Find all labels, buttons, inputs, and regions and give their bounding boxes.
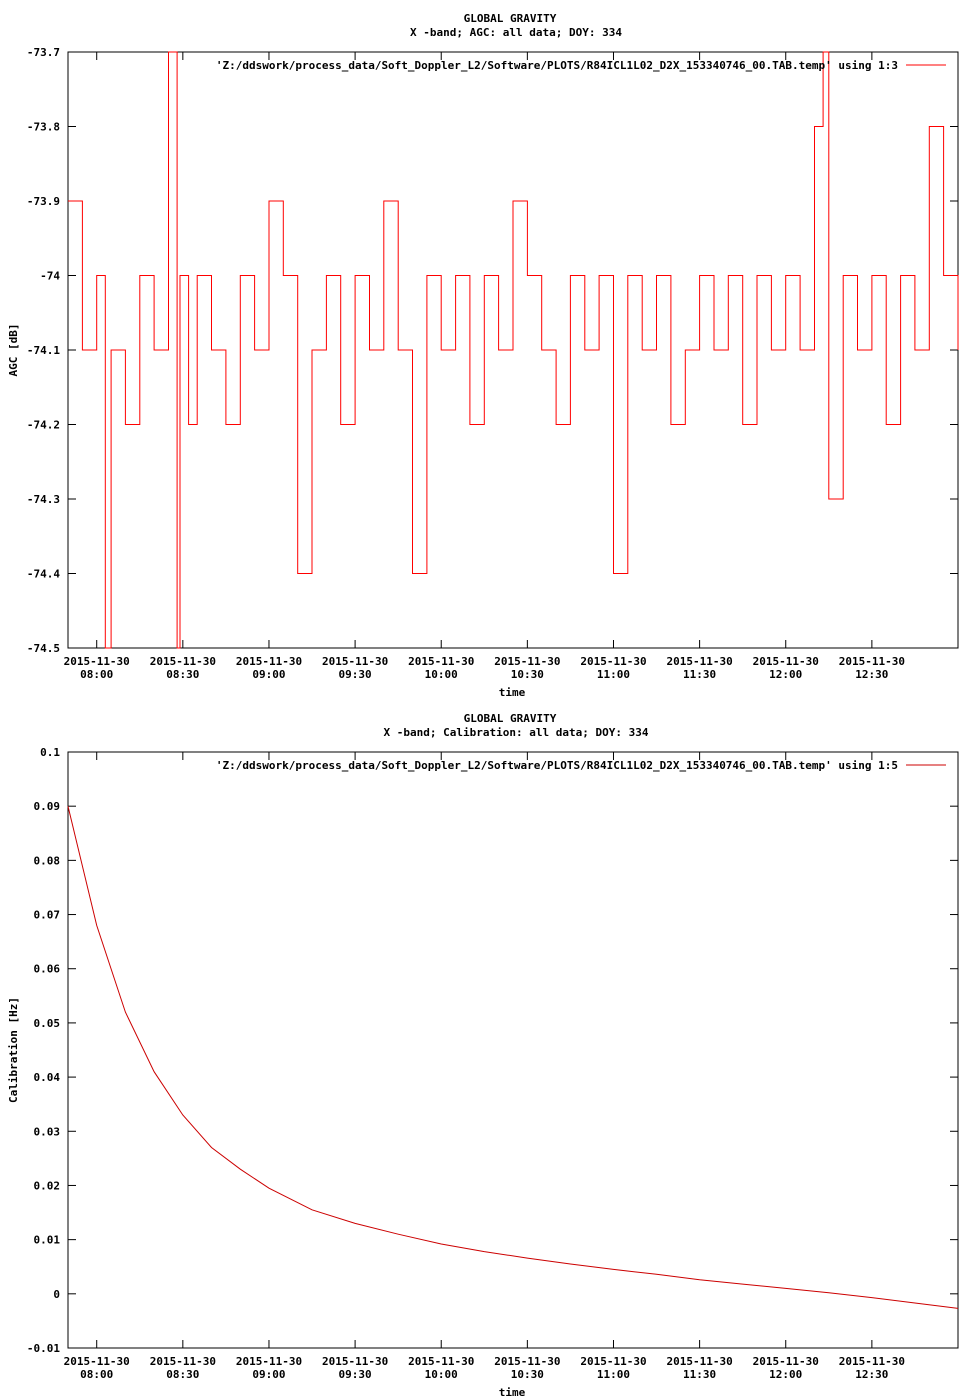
x-tick-label-time: 10:30	[511, 668, 544, 681]
x-axis-label: time	[499, 686, 526, 699]
y-tick-label: -74	[40, 270, 60, 283]
legend-label: 'Z:/ddswork/process_data/Soft_Doppler_L2…	[216, 59, 898, 72]
x-tick-label-date: 2015-11-30	[322, 1355, 388, 1368]
x-tick-label-time: 08:30	[166, 668, 199, 681]
x-tick-label-time: 09:00	[252, 1368, 285, 1381]
y-tick-label: -73.8	[27, 121, 60, 134]
x-tick-label-time: 12:30	[855, 1368, 888, 1381]
x-tick-label-date: 2015-11-30	[753, 1355, 819, 1368]
x-tick-label-time: 12:00	[769, 1368, 802, 1381]
y-tick-label: 0	[53, 1288, 60, 1301]
y-tick-label: 0.01	[34, 1234, 61, 1247]
x-tick-label-time: 08:00	[80, 668, 113, 681]
agc-chart: GLOBAL GRAVITY X -band; AGC: all data; D…	[7, 12, 959, 699]
y-axis: 0.1 0.09 0.08 0.07 0.06 0.05 0.04 0.03 0.02 0.01 0…	[27, 746, 958, 1355]
y-axis-label: Calibration [Hz]	[7, 997, 20, 1103]
x-tick-label-date: 2015-11-30	[494, 655, 560, 668]
x-tick-label-time: 10:30	[511, 1368, 544, 1381]
x-tick-label-date: 2015-11-30	[150, 1355, 216, 1368]
y-tick-label: -74.5	[27, 642, 60, 655]
x-tick-label-date: 2015-11-30	[753, 655, 819, 668]
x-tick-label-time: 09:30	[339, 1368, 372, 1381]
y-tick-label: 0.05	[34, 1017, 61, 1030]
x-tick-label-date: 2015-11-30	[580, 1355, 646, 1368]
y-tick-label: 0.09	[34, 800, 61, 813]
x-tick-label-time: 11:00	[597, 668, 630, 681]
x-axis: 2015-11-3008:002015-11-3008:302015-11-30…	[64, 52, 905, 681]
y-tick-label: 0.04	[34, 1071, 61, 1084]
x-tick-label-date: 2015-11-30	[64, 655, 130, 668]
x-tick-label-date: 2015-11-30	[322, 655, 388, 668]
x-tick-label-date: 2015-11-30	[494, 1355, 560, 1368]
x-tick-label-date: 2015-11-30	[408, 1355, 474, 1368]
y-tick-label: 0.08	[34, 854, 61, 867]
y-tick-label: -74.1	[27, 344, 60, 357]
y-tick-label: -73.9	[27, 195, 60, 208]
y-tick-label: 0.02	[34, 1179, 61, 1192]
x-tick-label-date: 2015-11-30	[839, 1355, 905, 1368]
y-tick-label: -74.4	[27, 568, 60, 581]
x-tick-label-time: 09:30	[339, 668, 372, 681]
series-line	[68, 51, 959, 649]
x-tick-label-date: 2015-11-30	[580, 655, 646, 668]
y-tick-label: -74.2	[27, 419, 60, 432]
x-tick-label-date: 2015-11-30	[666, 1355, 732, 1368]
chart-subtitle: X -band; Calibration: all data; DOY: 334	[384, 726, 649, 739]
chart-title: GLOBAL GRAVITY	[464, 712, 557, 725]
x-tick-label-time: 09:00	[252, 668, 285, 681]
series-layer	[67, 806, 959, 1309]
x-tick-label-time: 11:00	[597, 1368, 630, 1381]
y-tick-label: 0.07	[34, 909, 61, 922]
plot-frame	[67, 751, 959, 1349]
x-axis-label: time	[499, 1386, 526, 1399]
x-tick-label-date: 2015-11-30	[150, 655, 216, 668]
x-tick-label-date: 2015-11-30	[408, 655, 474, 668]
x-tick-label-time: 11:30	[683, 1368, 716, 1381]
y-tick-label: -73.7	[27, 46, 60, 59]
x-tick-label-time: 10:00	[425, 668, 458, 681]
y-tick-label: 0.1	[40, 746, 60, 759]
series-layer	[68, 51, 959, 649]
x-tick-label-date: 2015-11-30	[236, 1355, 302, 1368]
y-tick-label: 0.03	[34, 1125, 61, 1138]
calibration-chart: GLOBAL GRAVITY X -band; Calibration: all…	[7, 712, 959, 1399]
x-tick-label-time: 11:30	[683, 668, 716, 681]
y-axis: -73.7 -73.8 -73.9 -74 -74.1 -74.2 -74.3 -74.4 -7…	[27, 46, 958, 655]
y-axis-label: AGC [dB]	[7, 324, 20, 377]
y-tick-label: 0.06	[34, 963, 61, 976]
legend-label: 'Z:/ddswork/process_data/Soft_Doppler_L2…	[216, 759, 898, 772]
series-line	[67, 806, 959, 1309]
x-tick-label-time: 08:00	[80, 1368, 113, 1381]
x-tick-label-date: 2015-11-30	[236, 655, 302, 668]
x-tick-label-time: 10:00	[425, 1368, 458, 1381]
chart-title: GLOBAL GRAVITY	[464, 12, 557, 25]
x-tick-label-time: 12:00	[769, 668, 802, 681]
x-tick-label-date: 2015-11-30	[666, 655, 732, 668]
y-tick-label: -0.01	[27, 1342, 60, 1355]
chart-subtitle: X -band; AGC: all data; DOY: 334	[410, 26, 622, 39]
x-tick-label-date: 2015-11-30	[64, 1355, 130, 1368]
x-tick-label-time: 08:30	[166, 1368, 199, 1381]
x-tick-label-date: 2015-11-30	[839, 655, 905, 668]
x-tick-label-time: 12:30	[855, 668, 888, 681]
x-axis: 2015-11-3008:002015-11-3008:302015-11-30…	[64, 752, 905, 1381]
y-tick-label: -74.3	[27, 493, 60, 506]
